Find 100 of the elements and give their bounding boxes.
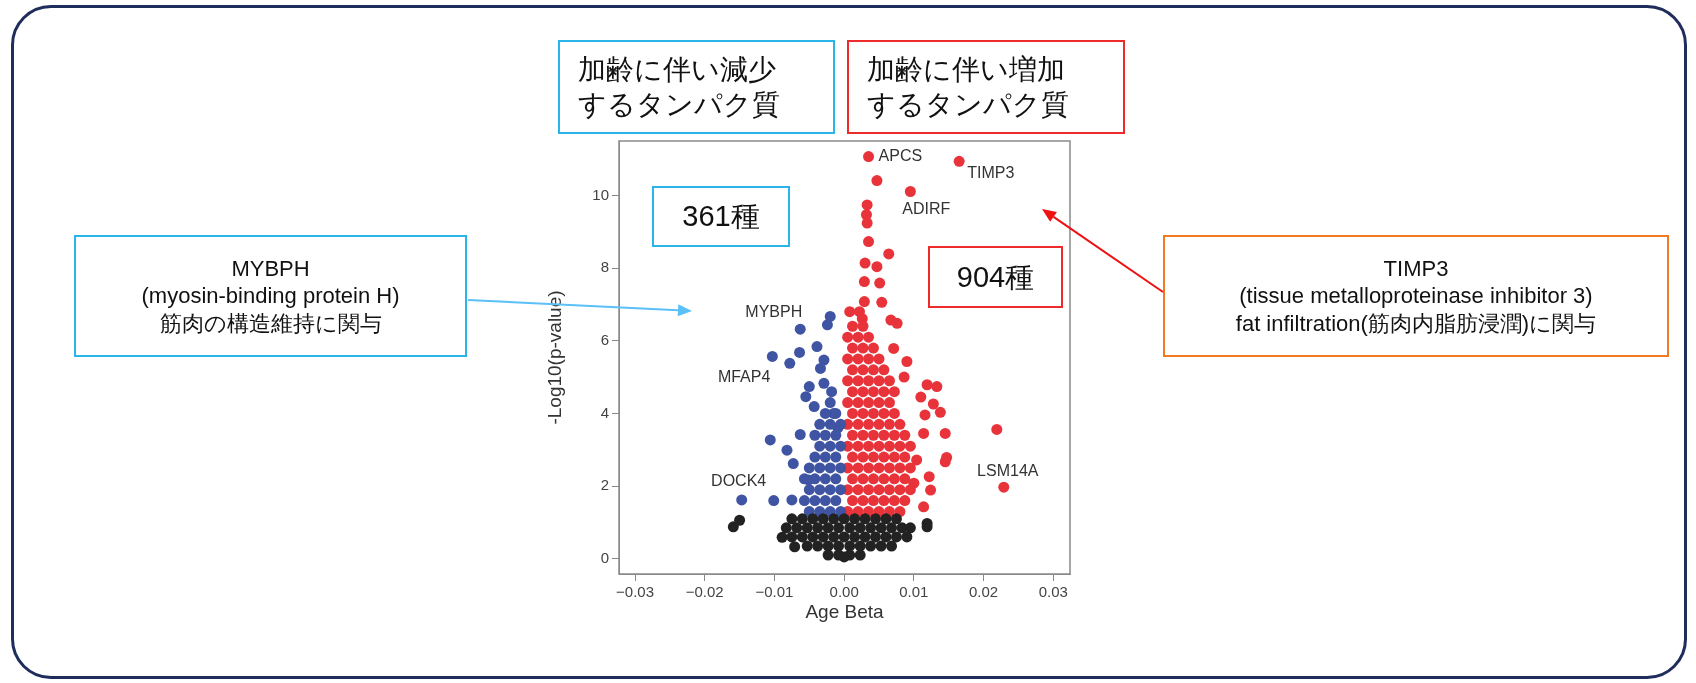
point bbox=[819, 495, 831, 507]
y-tick-label: 4 bbox=[600, 403, 609, 421]
point bbox=[833, 549, 845, 561]
point bbox=[835, 462, 847, 474]
point bbox=[821, 319, 833, 331]
point bbox=[830, 473, 842, 485]
point bbox=[838, 513, 850, 525]
point bbox=[819, 429, 831, 441]
point bbox=[819, 451, 831, 463]
annotation: TIMP3 bbox=[967, 163, 1015, 181]
point bbox=[794, 429, 806, 441]
text: TIMP3 (tissue metalloproteinase inhibitor 3) fat infiltration(筋肉内脂肪浸潤)に関与 bbox=[1163, 235, 1669, 357]
point bbox=[859, 531, 871, 543]
x-tick-label: −0.02 bbox=[685, 583, 724, 601]
point bbox=[787, 458, 799, 470]
point bbox=[817, 513, 829, 525]
y-tick-label: 2 bbox=[600, 476, 609, 494]
annotation: LSM14A bbox=[977, 461, 1039, 479]
point bbox=[819, 407, 831, 419]
point bbox=[835, 418, 847, 430]
point bbox=[796, 531, 808, 543]
x-tick-label: 0.03 bbox=[1038, 583, 1068, 601]
point bbox=[870, 513, 882, 525]
y-tick-label: 6 bbox=[600, 330, 609, 348]
point bbox=[824, 484, 836, 496]
point bbox=[764, 434, 776, 446]
y-axis-title: -Log10(p-value) bbox=[543, 290, 565, 425]
point bbox=[833, 540, 845, 552]
point bbox=[849, 531, 861, 543]
point bbox=[835, 484, 847, 496]
y-tick-label: 10 bbox=[592, 185, 609, 203]
point bbox=[814, 362, 826, 374]
annotation: APCS bbox=[878, 147, 923, 165]
point bbox=[736, 494, 748, 506]
point bbox=[886, 522, 898, 534]
point bbox=[835, 440, 847, 452]
point bbox=[830, 451, 842, 463]
point bbox=[844, 522, 856, 534]
y-tick-label: 0 bbox=[600, 548, 609, 566]
point bbox=[789, 541, 801, 553]
point bbox=[818, 377, 830, 389]
x-tick-label: −0.01 bbox=[755, 583, 794, 601]
point bbox=[812, 540, 824, 552]
point bbox=[880, 513, 892, 525]
point bbox=[812, 522, 824, 534]
point bbox=[822, 522, 834, 534]
point bbox=[870, 531, 882, 543]
point bbox=[828, 531, 840, 543]
point bbox=[807, 531, 819, 543]
point bbox=[824, 440, 836, 452]
point bbox=[838, 531, 850, 543]
point bbox=[811, 341, 823, 353]
annotation: 361種 bbox=[652, 186, 790, 247]
text: MYBPH (myosin-binding protein H) 筋肉の構造維持に関与 bbox=[74, 235, 467, 357]
x-tick-label: 0.01 bbox=[899, 583, 929, 601]
point bbox=[824, 397, 836, 409]
point bbox=[798, 495, 810, 507]
point bbox=[890, 513, 902, 525]
point bbox=[809, 429, 821, 441]
y-tick-label: 8 bbox=[600, 258, 609, 276]
point bbox=[880, 531, 892, 543]
x-tick-label: 0.02 bbox=[968, 583, 999, 601]
point bbox=[794, 323, 806, 335]
point bbox=[734, 514, 746, 526]
point bbox=[814, 462, 826, 474]
point bbox=[865, 522, 877, 534]
point bbox=[803, 484, 815, 496]
point bbox=[814, 440, 826, 452]
point bbox=[854, 522, 866, 534]
point bbox=[808, 401, 820, 413]
point bbox=[801, 540, 813, 552]
point bbox=[803, 462, 815, 474]
point bbox=[768, 495, 780, 507]
point bbox=[901, 531, 913, 543]
point bbox=[784, 357, 796, 369]
point bbox=[830, 495, 842, 507]
point bbox=[809, 495, 821, 507]
point bbox=[800, 391, 812, 403]
x-tick-label: 0.00 bbox=[829, 583, 859, 601]
point bbox=[776, 531, 788, 543]
point bbox=[875, 540, 887, 552]
x-tick-label: −0.03 bbox=[616, 583, 655, 601]
point bbox=[809, 451, 821, 463]
point bbox=[814, 418, 826, 430]
point bbox=[786, 494, 798, 506]
point bbox=[780, 522, 792, 534]
point bbox=[814, 484, 826, 496]
point bbox=[796, 513, 808, 525]
point bbox=[865, 540, 877, 552]
text: 加齢に伴い増加するタンパク質 bbox=[847, 40, 1125, 134]
point bbox=[849, 513, 861, 525]
point bbox=[824, 418, 836, 430]
point bbox=[854, 549, 866, 561]
point bbox=[875, 522, 887, 534]
point bbox=[828, 513, 840, 525]
point bbox=[791, 522, 803, 534]
point bbox=[830, 429, 842, 441]
annotation: MFAP4 bbox=[717, 367, 771, 385]
point bbox=[822, 549, 834, 561]
point bbox=[859, 513, 871, 525]
